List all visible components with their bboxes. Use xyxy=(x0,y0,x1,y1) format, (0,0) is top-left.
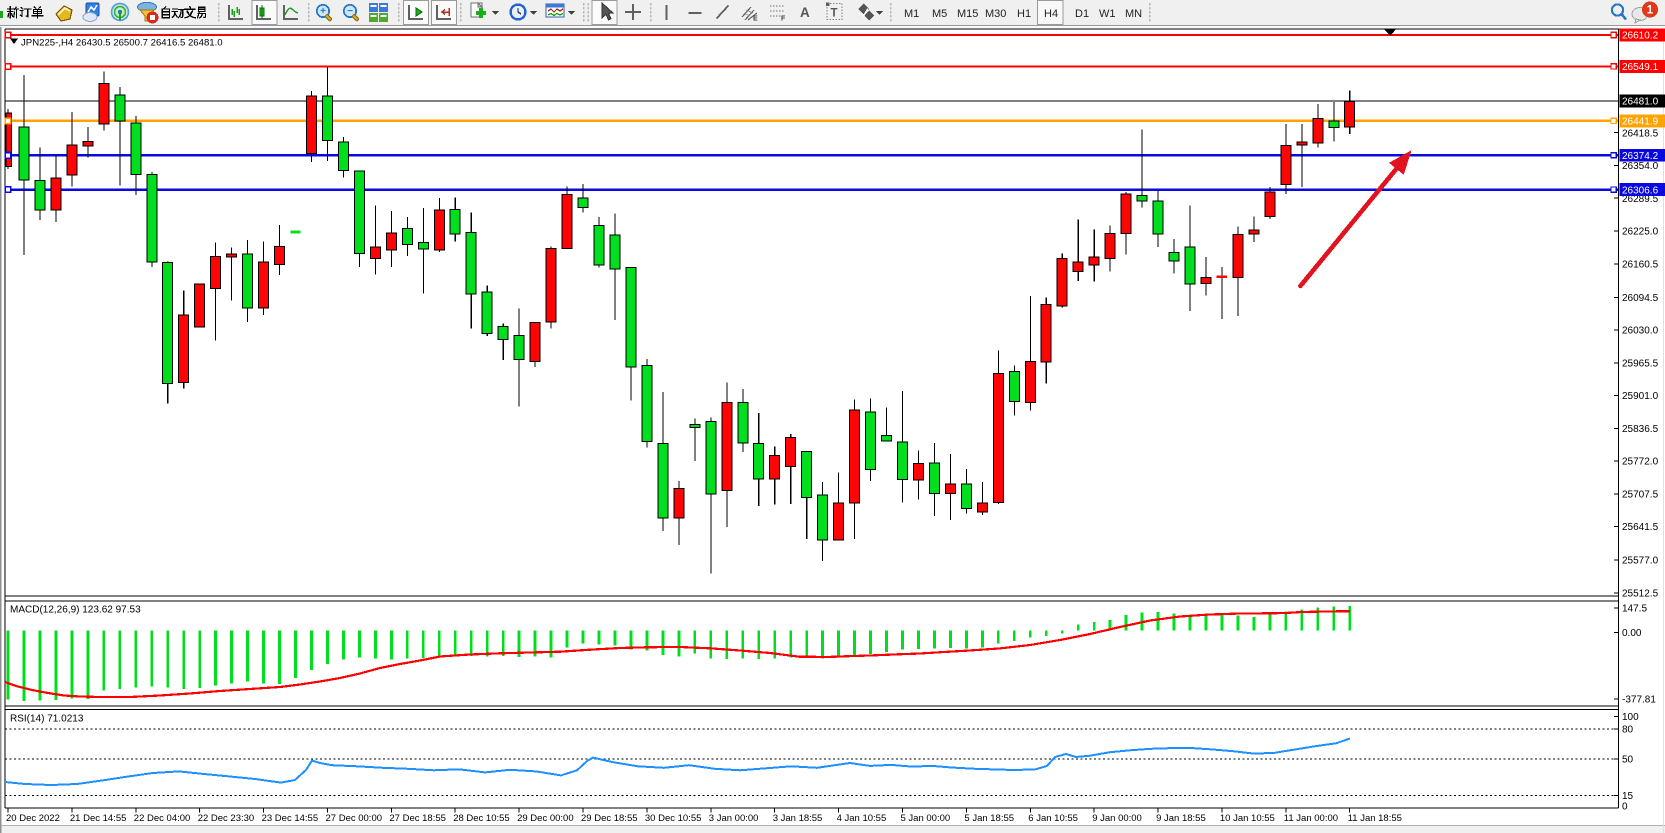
svg-text:26441.9: 26441.9 xyxy=(1622,117,1659,128)
svg-text:M1: M1 xyxy=(904,8,919,20)
svg-text:+: + xyxy=(320,6,326,17)
svg-text:25836.5: 25836.5 xyxy=(1622,424,1659,435)
svg-text:6 Jan 10:55: 6 Jan 10:55 xyxy=(1028,813,1078,824)
svg-text:147.5: 147.5 xyxy=(1622,604,1647,615)
svg-text:T: T xyxy=(831,8,838,20)
svg-text:-377.81: -377.81 xyxy=(1622,695,1656,706)
svg-text:9 Jan 00:00: 9 Jan 00:00 xyxy=(1092,813,1142,824)
svg-text:5 Jan 00:00: 5 Jan 00:00 xyxy=(901,813,951,824)
svg-text:26481.0: 26481.0 xyxy=(1622,97,1659,108)
svg-text:15: 15 xyxy=(1622,791,1634,802)
svg-text:4 Jan 10:55: 4 Jan 10:55 xyxy=(837,813,887,824)
svg-text:26374.2: 26374.2 xyxy=(1622,151,1659,162)
svg-text:26354.0: 26354.0 xyxy=(1622,161,1659,172)
svg-text:25641.5: 25641.5 xyxy=(1622,522,1659,533)
svg-text:29 Dec 18:55: 29 Dec 18:55 xyxy=(581,813,638,824)
svg-text:30 Dec 10:55: 30 Dec 10:55 xyxy=(645,813,702,824)
svg-text:H4: H4 xyxy=(1044,8,1058,20)
svg-text:5 Jan 18:55: 5 Jan 18:55 xyxy=(964,813,1014,824)
svg-text:23 Dec 14:55: 23 Dec 14:55 xyxy=(262,813,319,824)
svg-text:100: 100 xyxy=(1622,712,1639,723)
svg-text:22 Dec 23:30: 22 Dec 23:30 xyxy=(198,813,255,824)
svg-text:26549.1: 26549.1 xyxy=(1622,62,1659,73)
svg-text:9 Jan 18:55: 9 Jan 18:55 xyxy=(1156,813,1206,824)
svg-text:25901.0: 25901.0 xyxy=(1622,391,1659,402)
svg-text:28 Dec 10:55: 28 Dec 10:55 xyxy=(453,813,510,824)
svg-text:0.00: 0.00 xyxy=(1622,628,1642,639)
svg-text:26610.2: 26610.2 xyxy=(1622,31,1659,42)
svg-text:RSI(14) 71.0213: RSI(14) 71.0213 xyxy=(10,714,84,725)
svg-text:50: 50 xyxy=(1622,755,1634,766)
svg-text:25577.0: 25577.0 xyxy=(1622,556,1659,567)
svg-text:26289.5: 26289.5 xyxy=(1622,194,1659,205)
svg-text:11 Jan 00:00: 11 Jan 00:00 xyxy=(1284,813,1338,824)
svg-text:25512.5: 25512.5 xyxy=(1622,589,1659,600)
svg-text:W1: W1 xyxy=(1099,8,1116,20)
svg-text:M5: M5 xyxy=(932,8,947,20)
svg-text:26306.6: 26306.6 xyxy=(1622,185,1659,196)
svg-text:H1: H1 xyxy=(1017,8,1031,20)
svg-text:M15: M15 xyxy=(957,8,978,20)
svg-text:26225.0: 26225.0 xyxy=(1622,227,1659,238)
svg-text:27 Dec 00:00: 27 Dec 00:00 xyxy=(326,813,383,824)
svg-text:29 Dec 00:00: 29 Dec 00:00 xyxy=(517,813,574,824)
svg-text:26030.0: 26030.0 xyxy=(1622,326,1659,337)
svg-text:80: 80 xyxy=(1622,725,1634,736)
svg-text:25707.5: 25707.5 xyxy=(1622,489,1659,500)
svg-text:22 Dec 04:00: 22 Dec 04:00 xyxy=(134,813,191,824)
svg-text:11 Jan 18:55: 11 Jan 18:55 xyxy=(1348,813,1402,824)
svg-text:JPN225-,H4 26430.5 26500.7 26: JPN225-,H4 26430.5 26500.7 26416.5 26481… xyxy=(21,38,223,49)
svg-text:3 Jan 00:00: 3 Jan 00:00 xyxy=(709,813,759,824)
svg-text:A: A xyxy=(800,5,810,20)
svg-text:27 Dec 18:55: 27 Dec 18:55 xyxy=(389,813,446,824)
svg-text:20 Dec 2022: 20 Dec 2022 xyxy=(6,813,60,824)
svg-text:26094.5: 26094.5 xyxy=(1622,293,1659,304)
svg-text:MACD(12,26,9) 123.62 97.53: MACD(12,26,9) 123.62 97.53 xyxy=(10,605,141,616)
svg-text:26418.5: 26418.5 xyxy=(1622,128,1659,139)
svg-text:26160.5: 26160.5 xyxy=(1622,259,1659,270)
svg-text:3 Jan 18:55: 3 Jan 18:55 xyxy=(773,813,823,824)
svg-text:MN: MN xyxy=(1125,8,1142,20)
svg-text:E: E xyxy=(753,16,758,23)
svg-text:1: 1 xyxy=(1647,5,1654,17)
svg-text:21 Dec 14:55: 21 Dec 14:55 xyxy=(70,813,127,824)
svg-text:−: − xyxy=(347,6,353,17)
svg-text:25772.0: 25772.0 xyxy=(1622,457,1659,468)
svg-text:D1: D1 xyxy=(1075,8,1089,20)
svg-text:10 Jan 10:55: 10 Jan 10:55 xyxy=(1220,813,1275,824)
svg-text:0: 0 xyxy=(1622,802,1628,813)
svg-text:25965.5: 25965.5 xyxy=(1622,358,1659,369)
svg-text:M30: M30 xyxy=(985,8,1006,20)
svg-text:F: F xyxy=(781,16,786,23)
